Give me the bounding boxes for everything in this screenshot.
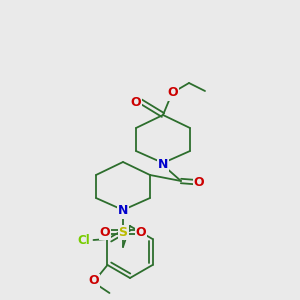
Text: S: S (118, 226, 127, 238)
Text: O: O (131, 95, 141, 109)
Text: O: O (88, 274, 99, 287)
Text: Cl: Cl (77, 235, 90, 248)
Text: O: O (194, 176, 204, 188)
Text: N: N (158, 158, 168, 170)
Text: O: O (136, 226, 146, 238)
Text: O: O (168, 86, 178, 100)
Text: O: O (100, 226, 110, 238)
Text: N: N (118, 205, 128, 218)
